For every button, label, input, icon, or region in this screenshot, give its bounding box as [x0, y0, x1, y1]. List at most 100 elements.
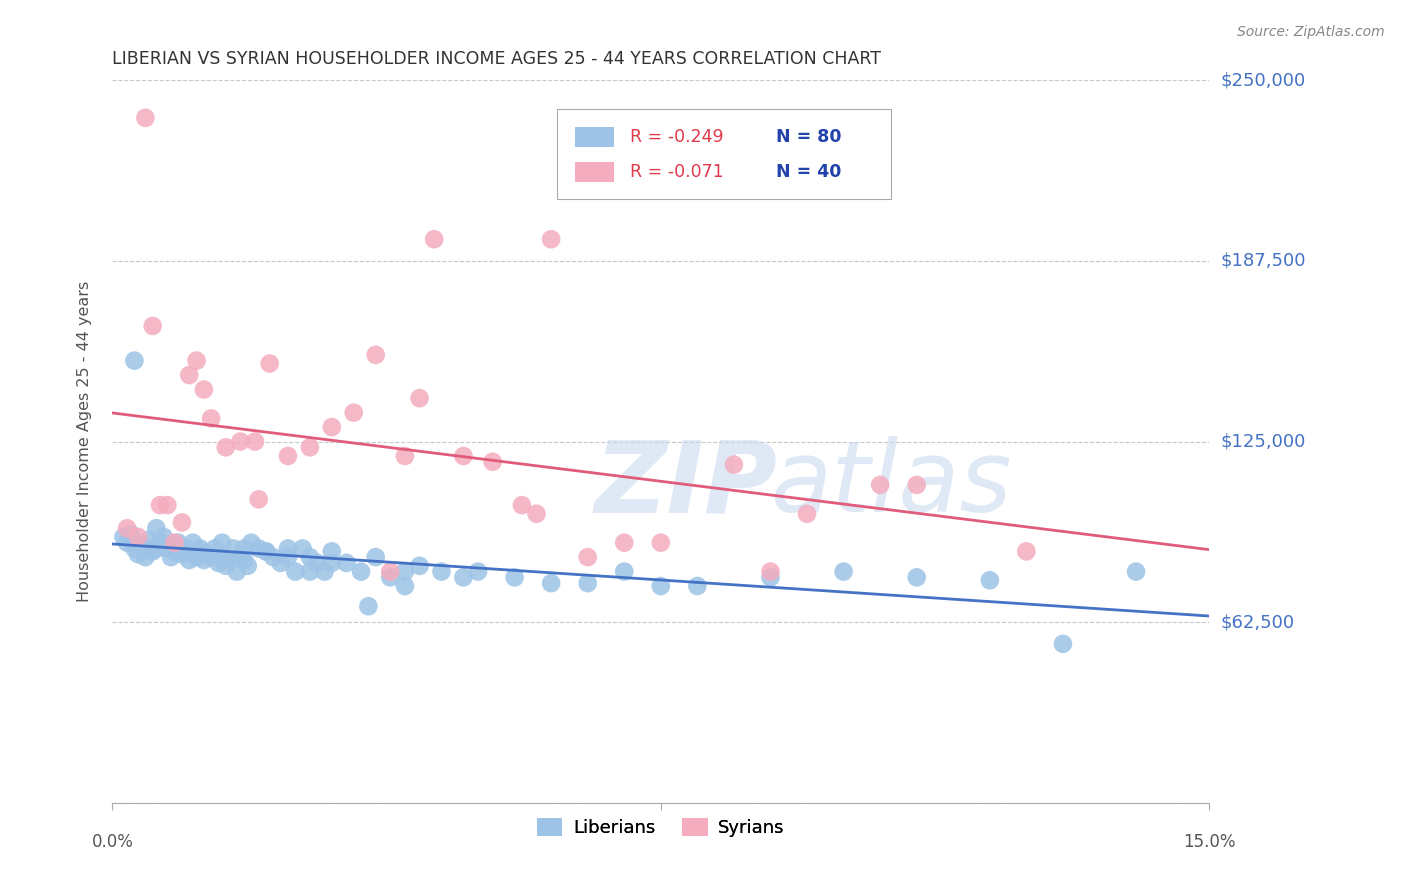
Point: [215, 558, 238, 573]
Point: [453, 449, 475, 463]
Point: [321, 544, 343, 558]
Text: $250,000: $250,000: [1220, 71, 1306, 89]
Point: [163, 544, 186, 558]
Point: [394, 579, 416, 593]
Point: [156, 541, 179, 556]
Point: [759, 565, 782, 579]
Text: N = 80: N = 80: [776, 128, 841, 145]
Point: [259, 357, 281, 371]
Point: [229, 434, 252, 449]
Point: [167, 535, 190, 549]
Point: [200, 550, 222, 565]
FancyBboxPatch shape: [557, 109, 891, 200]
Point: [291, 541, 314, 556]
Text: $62,500: $62,500: [1220, 613, 1295, 632]
Text: LIBERIAN VS SYRIAN HOUSEHOLDER INCOME AGES 25 - 44 YEARS CORRELATION CHART: LIBERIAN VS SYRIAN HOUSEHOLDER INCOME AG…: [112, 50, 882, 68]
Point: [650, 535, 672, 549]
Text: ZIP: ZIP: [595, 436, 778, 533]
Point: [364, 550, 387, 565]
Point: [115, 535, 138, 549]
Point: [211, 550, 233, 565]
Point: [723, 458, 745, 472]
Text: atlas: atlas: [770, 436, 1012, 533]
Point: [905, 570, 928, 584]
Text: R = -0.249: R = -0.249: [630, 128, 724, 145]
Point: [503, 570, 526, 584]
Point: [149, 498, 172, 512]
Point: [188, 541, 211, 556]
Point: [138, 533, 160, 547]
Point: [298, 440, 321, 454]
Point: [186, 550, 208, 565]
Point: [181, 535, 204, 549]
Point: [408, 558, 430, 573]
Point: [270, 556, 292, 570]
Point: [120, 527, 142, 541]
Point: [613, 535, 636, 549]
Point: [115, 521, 138, 535]
Point: [321, 556, 343, 570]
Point: [233, 541, 256, 556]
Point: [1125, 565, 1147, 579]
Point: [254, 544, 277, 558]
Point: [1015, 544, 1038, 558]
Point: [134, 550, 156, 565]
Point: [179, 553, 201, 567]
Point: [145, 521, 167, 535]
Legend: Liberians, Syrians: Liberians, Syrians: [530, 811, 792, 845]
Point: [686, 579, 709, 593]
Point: [188, 544, 211, 558]
Point: [215, 440, 238, 454]
Point: [149, 535, 172, 549]
Point: [298, 550, 321, 565]
Point: [193, 383, 215, 397]
Text: R = -0.071: R = -0.071: [630, 163, 724, 181]
Point: [869, 478, 891, 492]
Point: [160, 550, 183, 565]
Point: [796, 507, 818, 521]
Point: [394, 565, 416, 579]
Point: [167, 541, 190, 556]
Point: [240, 535, 263, 549]
Text: 0.0%: 0.0%: [91, 833, 134, 851]
Point: [163, 535, 186, 549]
Point: [759, 570, 782, 584]
Point: [1052, 637, 1074, 651]
Point: [394, 449, 416, 463]
Text: N = 40: N = 40: [776, 163, 841, 181]
Text: Source: ZipAtlas.com: Source: ZipAtlas.com: [1237, 25, 1385, 39]
Point: [218, 553, 240, 567]
Point: [364, 348, 387, 362]
Point: [233, 553, 256, 567]
Point: [131, 539, 153, 553]
Point: [142, 544, 165, 558]
Y-axis label: Householder Income Ages 25 - 44 years: Householder Income Ages 25 - 44 years: [77, 281, 91, 602]
Point: [236, 558, 259, 573]
Point: [576, 550, 599, 565]
Text: $187,500: $187,500: [1220, 252, 1306, 270]
Point: [124, 541, 146, 556]
Point: [905, 478, 928, 492]
Point: [277, 541, 299, 556]
Point: [243, 434, 266, 449]
Point: [174, 541, 197, 556]
Point: [207, 556, 229, 570]
Point: [127, 530, 149, 544]
Point: [832, 565, 855, 579]
Point: [650, 579, 672, 593]
Point: [430, 565, 453, 579]
Point: [343, 406, 366, 420]
Point: [152, 530, 174, 544]
Point: [247, 541, 270, 556]
Point: [526, 507, 548, 521]
Bar: [575, 127, 613, 147]
Point: [380, 570, 402, 584]
Point: [134, 111, 156, 125]
Point: [284, 565, 307, 579]
Point: [277, 550, 299, 565]
Point: [298, 565, 321, 579]
Point: [156, 498, 179, 512]
Point: [200, 411, 222, 425]
Point: [307, 556, 329, 570]
Point: [540, 576, 562, 591]
